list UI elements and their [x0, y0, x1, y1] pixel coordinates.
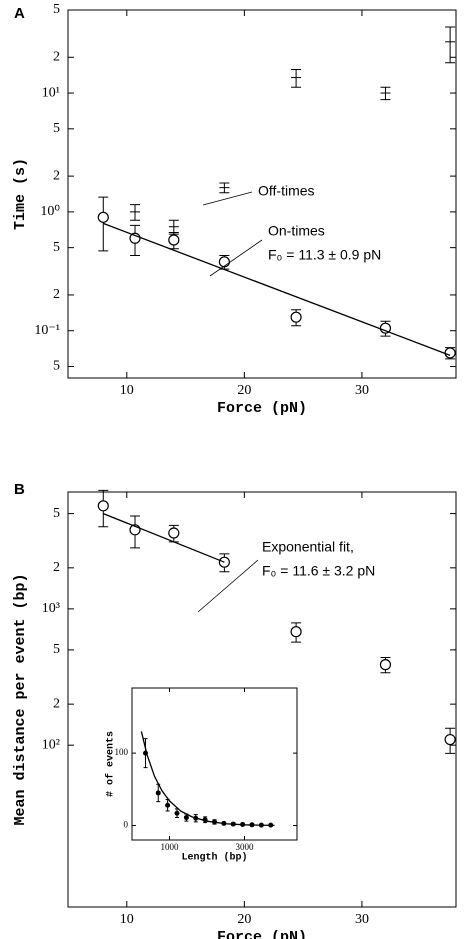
error-bar [380, 320, 391, 337]
x-axis-label: Force (pN) [217, 929, 307, 939]
y-tick-label: 5 [53, 359, 60, 374]
error-bar [291, 68, 302, 88]
error-bar [445, 26, 456, 64]
data-point [183, 815, 189, 821]
x-tick-label: 10 [120, 383, 134, 398]
data-point [290, 311, 302, 323]
error-bar [165, 798, 170, 812]
plot-frame [67, 9, 457, 379]
error-bar [130, 204, 141, 221]
data-point [379, 659, 392, 671]
y-tick-label: 5 [53, 240, 60, 255]
panel-label: B [14, 481, 25, 498]
error-bar [291, 309, 302, 327]
error-bar [168, 524, 179, 543]
data-point [290, 626, 302, 638]
error-bar [291, 622, 302, 643]
y-tick-label: 5 [53, 506, 60, 521]
y-tick-label: 10³ [42, 601, 60, 616]
data-point [165, 802, 171, 808]
data-point [168, 527, 180, 539]
annotation: F₀ = 11.6 ± 3.2 pN [262, 563, 375, 579]
data-point [155, 790, 161, 796]
fit-line [103, 222, 451, 356]
data-point [168, 234, 180, 246]
error-bar [168, 219, 179, 235]
y-tick-label: 5 [53, 2, 60, 17]
x-tick-label: 1000 [161, 842, 180, 852]
error-bar [98, 196, 109, 252]
annotation: F₀ = 11.3 ± 0.9 pN [268, 247, 381, 263]
error-bar [219, 254, 230, 270]
x-tick-label: 30 [355, 383, 369, 398]
leader-line [197, 559, 259, 613]
y-tick-label: 2 [53, 560, 60, 575]
y-tick-label: 5 [53, 121, 60, 136]
annotation: On-times [268, 223, 325, 239]
y-tick-label: 0 [124, 820, 129, 830]
y-tick-label: 2 [53, 696, 60, 711]
y-tick-label: 10¹ [42, 85, 60, 100]
y-tick-label: 10² [42, 737, 60, 752]
error-bar [219, 553, 230, 573]
data-point [444, 733, 456, 746]
annotation: Exponential fit, [262, 539, 354, 555]
error-bar [380, 86, 391, 101]
error-bar [168, 232, 179, 250]
error-bar [219, 182, 230, 194]
plot-frame [131, 687, 298, 841]
y-tick-label: 2 [53, 168, 60, 183]
data-point [444, 347, 456, 359]
fit-line [140, 731, 275, 827]
data-point [218, 256, 230, 268]
error-bar [445, 727, 456, 754]
error-bar [156, 783, 161, 803]
fit-line [103, 512, 225, 563]
y-tick-label: 2 [53, 287, 60, 302]
y-tick-label: 5 [53, 642, 60, 657]
error-bar [380, 656, 391, 674]
error-bar [130, 515, 141, 549]
y-tick-label: 2 [53, 50, 60, 65]
x-tick-label: 20 [237, 912, 251, 927]
x-axis-label: Length (bp) [181, 852, 247, 864]
x-tick-label: 3000 [236, 842, 255, 852]
y-tick-label: 100 [115, 747, 129, 757]
x-tick-label: 20 [237, 383, 251, 398]
data-point [97, 500, 109, 512]
x-axis-label: Force (pN) [217, 400, 307, 417]
error-bar [98, 489, 109, 528]
panel-label: A [14, 5, 25, 22]
leader-line [202, 191, 253, 206]
annotation: Off-times [258, 183, 315, 199]
y-tick-label: 10⁰ [40, 204, 60, 219]
error-bar [130, 224, 141, 256]
y-axis-label: Mean distance per event (bp) [12, 573, 29, 825]
x-tick-label: 10 [120, 912, 134, 927]
plot-frame [67, 491, 457, 908]
data-point [174, 810, 180, 816]
y-tick-label: 10⁻¹ [34, 323, 60, 338]
leader-line [209, 239, 263, 277]
y-axis-label: Time (s) [12, 158, 29, 230]
data-point [97, 211, 109, 223]
x-tick-label: 30 [355, 912, 369, 927]
y-axis-label: # of events [105, 731, 117, 797]
